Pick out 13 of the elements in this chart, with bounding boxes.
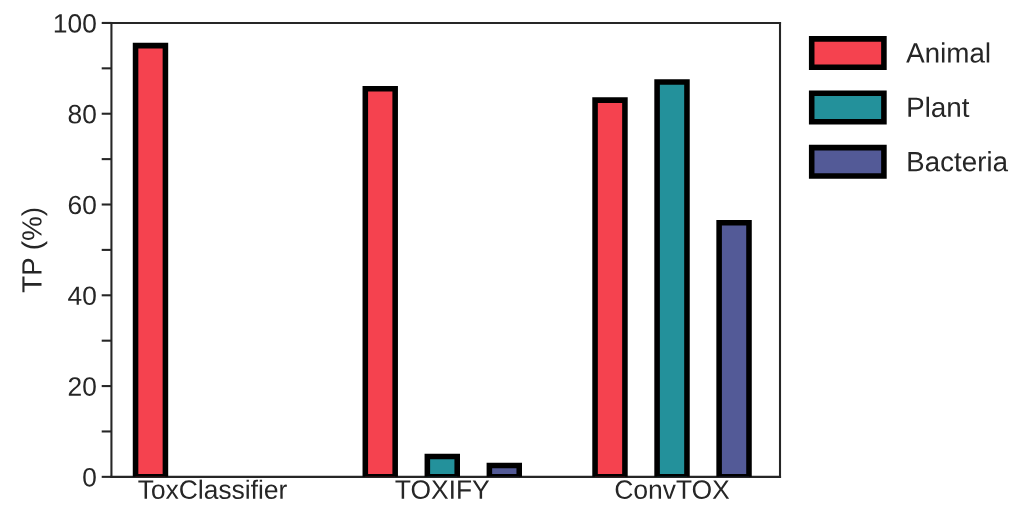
y-tick-label: 60 (68, 195, 96, 215)
y-tick-label: 0 (83, 467, 96, 487)
y-tick-label: 20 (68, 377, 96, 396)
x-tick-label: ConvTOX (615, 480, 730, 500)
y-tick-label: 80 (68, 104, 96, 124)
y-tick-label: 100 (54, 14, 96, 33)
y-axis-title: TP (%) (21, 208, 48, 293)
legend-label: Plant (908, 96, 970, 118)
x-tick-label: ToxClassifier (138, 479, 287, 500)
x-tick-label: TOXIFY (395, 480, 490, 500)
y-tick-label: 40 (68, 286, 96, 306)
legend-label: Animal (906, 42, 990, 63)
legend-label: Bacteria (908, 151, 1009, 172)
